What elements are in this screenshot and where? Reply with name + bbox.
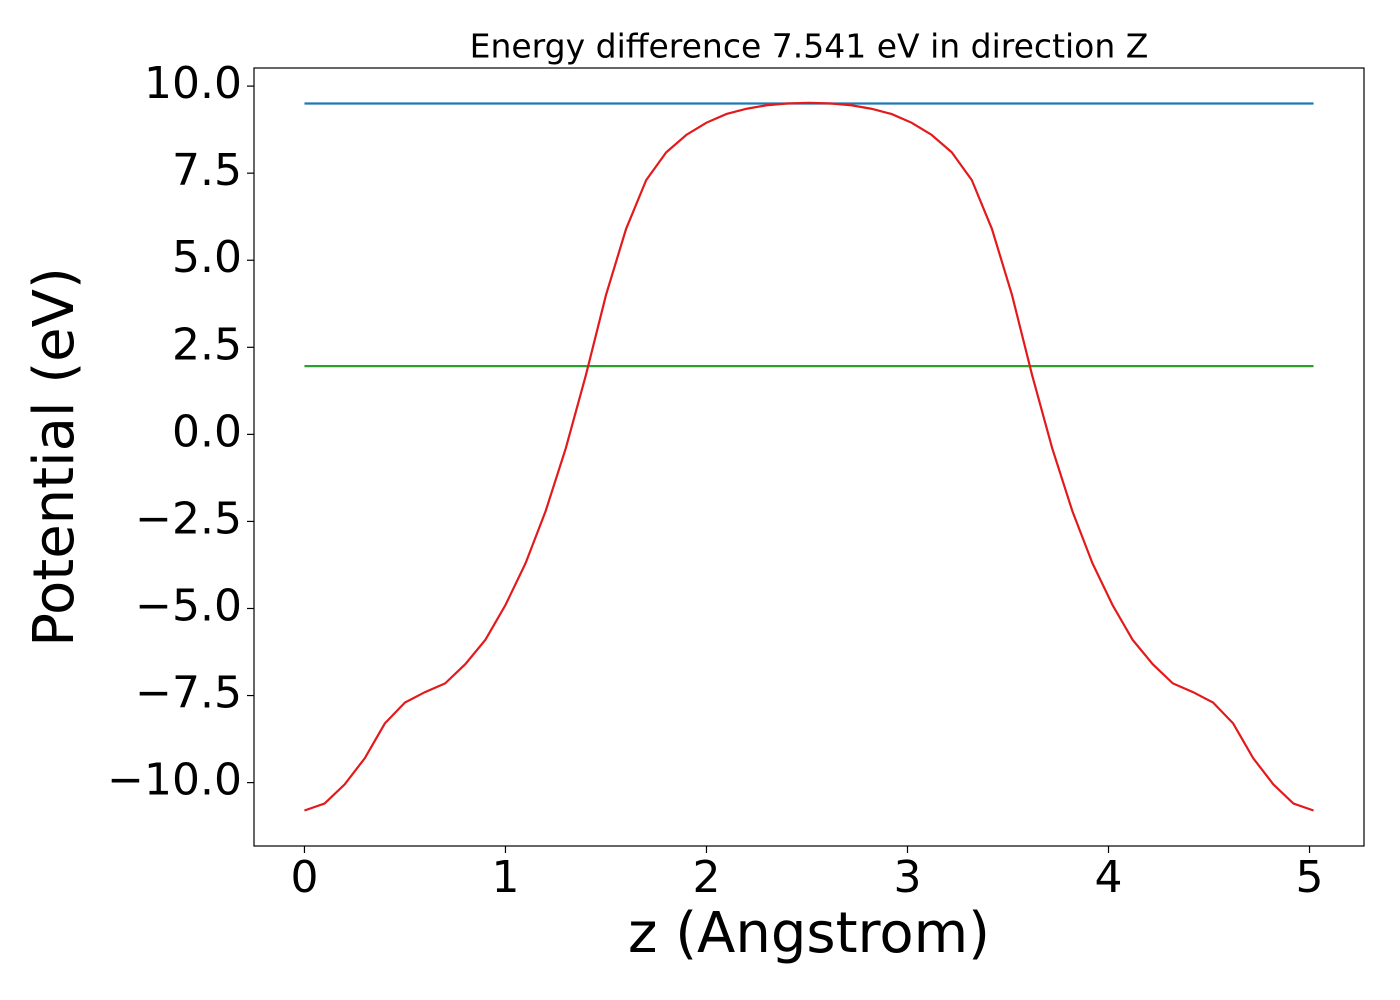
chart-title: Energy difference 7.541 eV in direction … (470, 27, 1149, 66)
x-tick-label: 3 (893, 852, 921, 903)
x-tick-label: 4 (1095, 852, 1123, 903)
x-axis-label: z (Angstrom) (628, 901, 990, 966)
plot-frame (253, 67, 1365, 847)
series-line (304, 101, 1314, 812)
y-tick-label: −10.0 (107, 755, 242, 806)
y-tick-label: 5.0 (172, 232, 242, 283)
x-tick-label: 0 (290, 852, 318, 903)
y-tick-label: 7.5 (172, 145, 242, 196)
y-tick-label: 10.0 (144, 58, 242, 109)
y-tick-label: 0.0 (172, 406, 242, 457)
y-tick-label: −7.5 (135, 668, 242, 719)
y-tick-label: −5.0 (135, 580, 242, 631)
y-tick-label: −2.5 (135, 493, 242, 544)
x-tick-label: 5 (1296, 852, 1324, 903)
x-tick-label: 2 (692, 852, 720, 903)
y-axis-label: Potential (eV) (22, 267, 87, 647)
y-tick-label: 2.5 (172, 319, 242, 370)
x-tick-label: 1 (491, 852, 519, 903)
